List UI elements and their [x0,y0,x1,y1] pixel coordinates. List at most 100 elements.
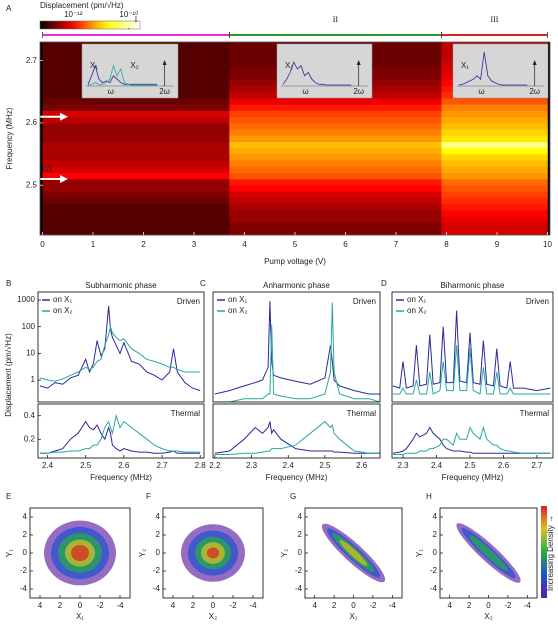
y-tick-label: 2.7 [26,56,38,65]
x-tick-label: 4 [171,601,176,610]
heat-cell [229,191,442,198]
heat-cell [229,197,442,205]
colorbar [541,506,547,598]
x-tick-label: 2.8 [195,461,207,470]
heat-cell [42,135,230,142]
heat-cell [229,98,442,105]
heat-cell [441,203,548,211]
x-tick-label: 0 [40,240,45,249]
heat-cell [229,110,442,118]
x-tick-label: 2.6 [498,461,510,470]
heat-cell [42,129,230,136]
inset-axis-label: ω [478,87,484,96]
heat-cell [441,216,548,223]
annotation: Driven [353,297,376,306]
y-tick-label: 1000 [17,295,35,304]
heat-cell [42,222,230,230]
heat-cell [42,160,230,167]
x-axis-label: X₂ [209,612,217,621]
x-tick-label: 2 [58,601,63,610]
y-axis-label: Y₁ [5,549,14,557]
x-tick-label: 2.4 [283,461,295,470]
x-tick-label: 10 [543,240,552,249]
arrow-head [60,174,68,183]
heat-cell [229,122,442,130]
x-tick-label: 8 [444,240,449,249]
y-tick-label: -2 [430,566,438,575]
x-tick-label: 4 [242,240,247,249]
heat-cell [441,129,548,136]
x-tick-label: 4 [447,601,452,610]
x-axis-label: Frequency (MHz) [442,473,504,482]
y-axis-label: Y₁ [415,549,424,557]
region-label: III [490,15,498,24]
arrow-head [60,112,68,121]
x-tick-label: 2 [332,601,337,610]
legend-label: on X₁ [228,295,247,304]
panel-title: Subharmonic phase [85,281,157,290]
panel-title: Biharmonic phase [440,281,505,290]
heat-cell [42,172,230,180]
heat-cell [229,116,442,124]
y-axis-label: Y₂ [280,549,289,557]
inset-background [276,43,373,99]
annotation: Thermal [171,409,201,418]
inset-line [282,61,352,86]
x-tick-label: 2.7 [156,461,168,470]
legend-label: on X₁ [53,295,72,304]
x-axis-label: X₁ [349,612,357,621]
inset-axis-label: ω [108,87,114,96]
inset-line [458,51,528,86]
plot-frame [212,403,381,459]
x-tick-label: 2 [467,601,472,610]
x-tick-label: 2.4 [431,461,443,470]
heat-cell [229,185,442,192]
series-line [392,310,551,392]
x-tick-label: -4 [524,601,532,610]
y-tick-label: 4 [156,512,161,521]
y-tick-label: 0 [298,548,303,557]
heat-cell [441,147,548,155]
region-label: I [135,15,138,24]
heat-cell [42,197,230,205]
heat-cell [229,178,442,186]
density-contour [71,544,89,562]
inset-line [87,64,158,85]
y-tick-label: 100 [22,322,36,331]
x-tick-label: 2.5 [319,461,331,470]
x-axis-label: X₁ [76,612,84,621]
x-tick-label: 0 [78,601,83,610]
density-contour [469,535,508,571]
series-line [214,302,380,402]
x-tick-label: 2.3 [397,461,409,470]
y-tick-label: 4 [23,512,28,521]
heat-cell [42,141,230,149]
series-line [393,345,551,395]
heat-cell [229,228,442,236]
heat-cell [42,228,230,236]
y-tick-label: -4 [153,584,161,593]
legend-label: on X₂ [53,306,73,315]
inset-label: X₁ [90,61,98,70]
y-tick-label: -4 [430,584,438,593]
heat-cell [42,191,230,198]
y-tick-label: 4 [433,512,438,521]
inset-background [452,43,549,99]
heat-cell [441,197,548,205]
x-tick-label: -4 [389,601,397,610]
heat-cell [229,222,442,230]
heat-cell [229,172,442,180]
density-contour [339,540,368,566]
y-tick-label: 0 [23,548,28,557]
panel-letter: H [426,492,432,501]
annotation: Thermal [347,409,377,418]
panel-letter: F [146,492,151,501]
heat-cell [229,166,442,174]
y-tick-label: 0 [433,548,438,557]
y-tick-label: 10 [26,348,35,357]
heat-cell [42,185,230,192]
x-tick-label: 1 [91,240,96,249]
heat-cell [441,135,548,142]
series-line [39,305,201,392]
inset-axis-label: ω [302,87,308,96]
